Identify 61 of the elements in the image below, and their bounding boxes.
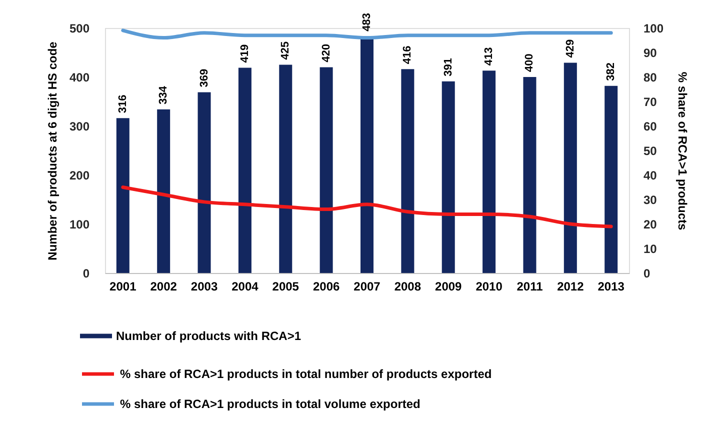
x-tick-label: 2010 [476,280,503,294]
y-tick-label: 200 [69,168,90,182]
y2-tick-label: 50 [644,144,658,158]
y2-tick-label: 80 [644,70,658,84]
bar [442,81,455,273]
bar [564,62,577,273]
x-tick-label: 2001 [110,280,137,294]
data-label: 391 [442,58,454,76]
legend-label: % share of RCA>1 products in total volume exported [120,397,420,411]
data-label: 369 [198,68,210,88]
y2-tick-label: 90 [644,46,658,60]
y-tick-label: 400 [69,70,90,84]
x-tick-label: 2009 [435,280,462,294]
x-tick-label: 2003 [190,280,218,294]
x-tick-label: 2011 [516,280,544,294]
y-tick-label: 100 [69,218,90,232]
data-label: 416 [402,46,414,64]
bar [198,92,211,273]
x-tick-label: 2004 [232,280,259,294]
bar [523,77,536,273]
data-label: 334 [158,85,170,104]
data-label: 413 [483,47,496,66]
y-tick-label: 300 [69,120,90,134]
x-tick-label: 2008 [394,280,422,294]
line-series [121,186,613,228]
x-tick-label: 2002 [150,280,178,294]
data-label: 429 [564,39,576,58]
y2-tick-label: 100 [644,22,664,36]
data-label: 400 [524,54,536,72]
data-label: 483 [361,12,373,32]
y2-tick-label: 70 [644,95,658,109]
bar [238,68,252,273]
data-label: 420 [320,44,332,62]
y2-tick-label: 30 [644,193,658,207]
bar [401,69,414,273]
bar [320,67,333,273]
data-label: 316 [116,94,129,114]
data-label: 382 [605,62,618,81]
bar [157,109,170,273]
y2-tick-label: 40 [644,168,658,182]
x-tick-label: 2007 [354,280,381,294]
bar [604,86,618,273]
y2-tick-label: 60 [644,120,658,134]
x-tick-label: 2013 [598,280,625,294]
y-tick-label: 0 [82,266,90,280]
x-tick-label: 2005 [272,280,300,294]
y2-axis-title: % share of RCA>1 products [676,72,690,231]
x-tick-label: 2012 [557,280,584,294]
bar [482,70,496,273]
y2-tick-label: 10 [644,242,658,256]
y2-tick-label: 20 [644,218,658,232]
legend-label: Number of products with RCA>1 [116,329,302,343]
legend-label: % share of RCA>1 products in total number of products exported [120,367,492,381]
data-label: 425 [280,41,292,60]
bar [279,64,292,273]
y2-tick-label: 0 [644,266,650,280]
y-axis-title: Number of products at 6 digit HS code [45,41,60,260]
bar [116,118,130,273]
y-tick-label: 500 [69,22,90,36]
x-tick-label: 2006 [312,280,340,294]
data-label: 419 [238,44,251,63]
